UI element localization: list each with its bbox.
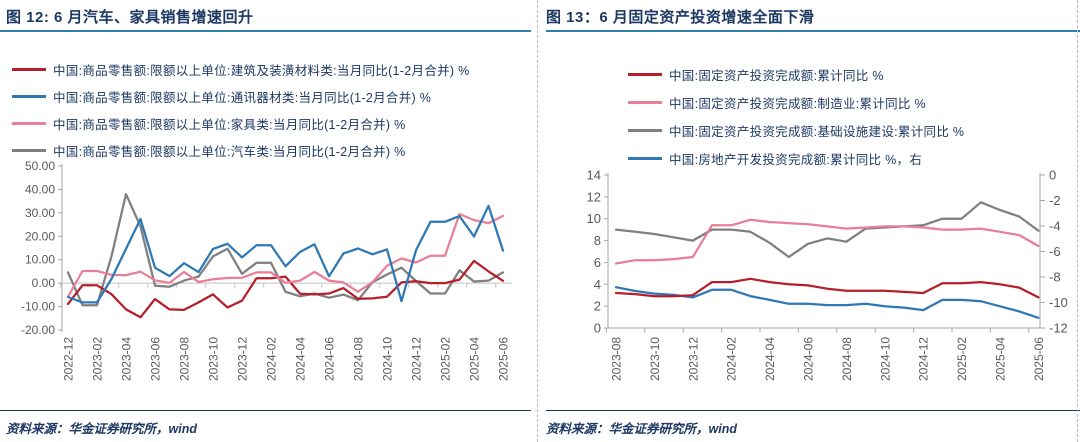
legend-swatch-manufacturing [628, 100, 662, 104]
legend-swatch-furniture [12, 122, 46, 125]
legend-swatch-building_materials [12, 68, 46, 71]
source-label: 资料来源： [546, 422, 609, 436]
legend-label-infrastructure: 中国:固定资产投资完成额:基础设施建设:累计同比 % [669, 124, 965, 139]
figure-13-title: 图 13：6 月固定资产投资增速全面下滑 [546, 9, 815, 26]
legend-item-building_materials: 中国:商品零售额:限额以上单位:建筑及装潢材料类:当月同比(1-2月合并) % [12, 56, 470, 83]
source-label: 资料来源： [6, 422, 69, 436]
legend-label-communications: 中国:商品零售额:限额以上单位:通讯器材类:当月同比(1-2月合并) % [53, 91, 432, 105]
legend-swatch-communications [12, 95, 46, 98]
legend-label-fixed_asset: 中国:固定资产投资完成额:累计同比 % [669, 68, 884, 83]
legend-label-real_estate: 中国:房地产开发投资完成额:累计同比 %，右 [669, 152, 923, 167]
figure-13-legend: 中国:固定资产投资完成额:累计同比 % 中国:固定资产投资完成额:制造业:累计同比… [628, 60, 964, 172]
figure-12-source: 资料来源：华金证券研究所，wind [6, 418, 197, 437]
legend-label-manufacturing: 中国:固定资产投资完成额:制造业:累计同比 % [669, 96, 926, 111]
figure-12-title: 图 12: 6 月汽车、家具销售增速回升 [6, 9, 254, 26]
legend-swatch-auto [12, 149, 46, 152]
source-text: 华金证券研究所，wind [608, 422, 737, 436]
legend-swatch-fixed_asset [628, 72, 662, 76]
figure-13-source-rule [546, 410, 1080, 411]
figure-13-source: 资料来源：华金证券研究所，wind [546, 418, 737, 437]
legend-item-furniture: 中国:商品零售额:限额以上单位:家具类:当月同比(1-2月合并) % [12, 110, 470, 137]
legend-label-furniture: 中国:商品零售额:限额以上单位:家具类:当月同比(1-2月合并) % [53, 118, 406, 132]
panel-divider [537, 0, 538, 442]
legend-item-auto: 中国:商品零售额:限额以上单位:汽车类:当月同比(1-2月合并) % [12, 137, 470, 164]
page-right-border [1077, 0, 1078, 442]
source-text: 华金证券研究所，wind [68, 422, 197, 436]
figure-12-legend: 中国:商品零售额:限额以上单位:建筑及装潢材料类:当月同比(1-2月合并) % 中… [12, 56, 470, 164]
legend-item-fixed_asset: 中国:固定资产投资完成额:累计同比 % [628, 60, 964, 88]
figure-13-panel: 图 13：6 月固定资产投资增速全面下滑 中国:固定资产投资完成额:累计同比 %… [540, 0, 1080, 442]
figure-12-panel: 图 12: 6 月汽车、家具销售增速回升 中国:商品零售额:限额以上单位:建筑及… [0, 0, 537, 442]
legend-item-communications: 中国:商品零售额:限额以上单位:通讯器材类:当月同比(1-2月合并) % [12, 83, 470, 110]
legend-label-auto: 中国:商品零售额:限额以上单位:汽车类:当月同比(1-2月合并) % [53, 145, 406, 159]
legend-item-infrastructure: 中国:固定资产投资完成额:基础设施建设:累计同比 % [628, 116, 964, 144]
legend-item-manufacturing: 中国:固定资产投资完成额:制造业:累计同比 % [628, 88, 964, 116]
figure-12-title-rule [0, 30, 531, 32]
legend-item-real_estate: 中国:房地产开发投资完成额:累计同比 %，右 [628, 144, 964, 172]
figure-13-title-rule [546, 30, 1080, 32]
figure-12-source-rule [0, 410, 531, 411]
legend-swatch-infrastructure [628, 128, 662, 132]
legend-label-building_materials: 中国:商品零售额:限额以上单位:建筑及装潢材料类:当月同比(1-2月合并) % [53, 64, 470, 78]
legend-swatch-real_estate [628, 156, 662, 160]
